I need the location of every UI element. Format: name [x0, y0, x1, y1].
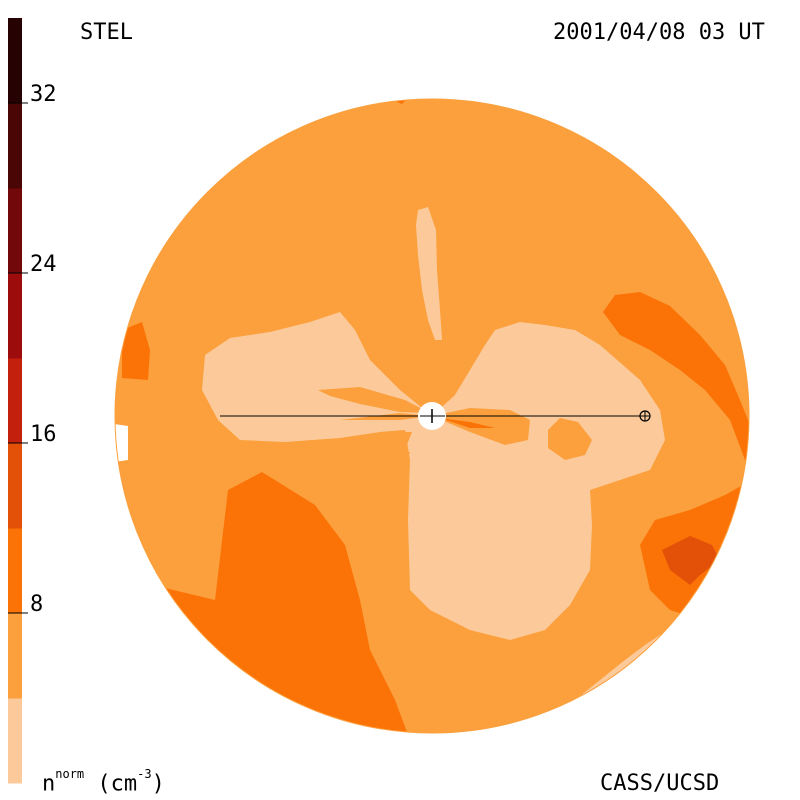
colorbar-band-0	[8, 698, 22, 784]
region-mid-left-edge	[122, 322, 150, 380]
units-superscript: norm	[55, 767, 85, 781]
disk-rim	[114, 98, 750, 734]
region-mid-upper-right	[603, 292, 749, 470]
colorbar-band-5	[8, 273, 22, 359]
colorbar-tick-label: 32	[30, 82, 57, 107]
units-exponent: -3	[137, 767, 152, 781]
colorbar	[8, 18, 22, 784]
colorbar-band-4	[8, 358, 22, 444]
spoke-lower-left-2	[398, 452, 410, 475]
colorbar-band-2	[8, 528, 22, 614]
region-dark-right	[662, 536, 720, 585]
spoke-lower-left	[372, 432, 412, 520]
colorbar-ticks: 8 16 24 32	[8, 82, 57, 617]
timestamp-label: 2001/04/08 03 UT	[553, 20, 765, 45]
earth-marker-icon	[639, 410, 651, 422]
units-open: (cm	[84, 771, 138, 797]
spoke-right-lobe	[548, 418, 592, 460]
spoke-right-dark	[440, 418, 495, 428]
colorbar-band-1	[8, 613, 22, 699]
spoke-left	[318, 387, 430, 413]
units-close: )	[151, 771, 165, 797]
colorbar-band-8	[8, 18, 22, 104]
region-light-central-lobes	[202, 312, 665, 640]
colorbar-band-7	[8, 103, 22, 189]
observatory-label: STEL	[80, 20, 133, 45]
colorbar-band-3	[8, 443, 22, 529]
colorbar-tick-label: 24	[30, 252, 57, 277]
credit-label: CASS/UCSD	[600, 771, 720, 796]
colorbar-tick-label: 8	[30, 592, 43, 617]
colorbar-tick-label: 16	[30, 422, 57, 447]
units-symbol: n	[42, 771, 56, 797]
colorbar-units-label: nnorm (cm-3)	[42, 767, 165, 797]
region-light-north-streamer	[416, 207, 442, 340]
colorbar-band-6	[8, 188, 22, 274]
